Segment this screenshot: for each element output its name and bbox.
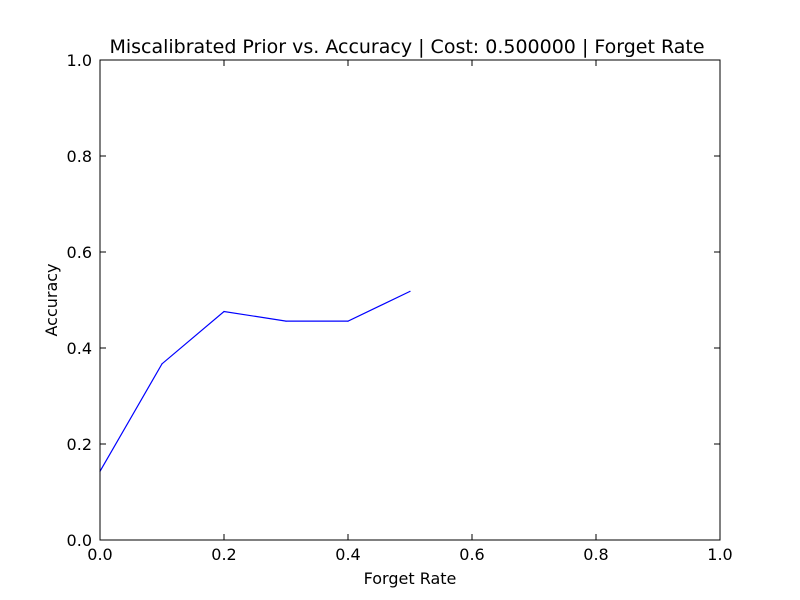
y-tick-label: 1.0 bbox=[67, 51, 92, 70]
x-axis-title: Forget Rate bbox=[364, 569, 457, 588]
x-tick-label: 0.2 bbox=[211, 545, 236, 564]
y-tick-label: 0.8 bbox=[67, 147, 92, 166]
y-tick-label: 0.2 bbox=[67, 435, 92, 454]
x-tick-label: 0.4 bbox=[335, 545, 360, 564]
x-tick-label: 0.6 bbox=[459, 545, 484, 564]
chart-title: Miscalibrated Prior vs. Accuracy | Cost:… bbox=[109, 36, 704, 58]
x-axis: 0.0 0.2 0.4 0.6 0.8 1.0 bbox=[87, 60, 733, 564]
plot-area bbox=[100, 60, 720, 540]
data-point bbox=[347, 320, 349, 322]
series-line bbox=[99, 290, 411, 472]
data-point bbox=[409, 290, 411, 292]
y-axis-title: Accuracy bbox=[42, 263, 61, 336]
data-point bbox=[161, 363, 163, 365]
x-tick-label: 1.0 bbox=[707, 545, 732, 564]
y-tick-label: 0.4 bbox=[67, 339, 92, 358]
plot-frame bbox=[99, 59, 721, 541]
y-tick-label: 0.0 bbox=[67, 531, 92, 550]
data-point bbox=[223, 310, 225, 313]
data-point bbox=[285, 320, 287, 322]
y-tick-label: 0.6 bbox=[67, 243, 92, 262]
x-tick-label: 0.8 bbox=[583, 545, 608, 564]
x-tick-label: 0.0 bbox=[87, 545, 112, 564]
